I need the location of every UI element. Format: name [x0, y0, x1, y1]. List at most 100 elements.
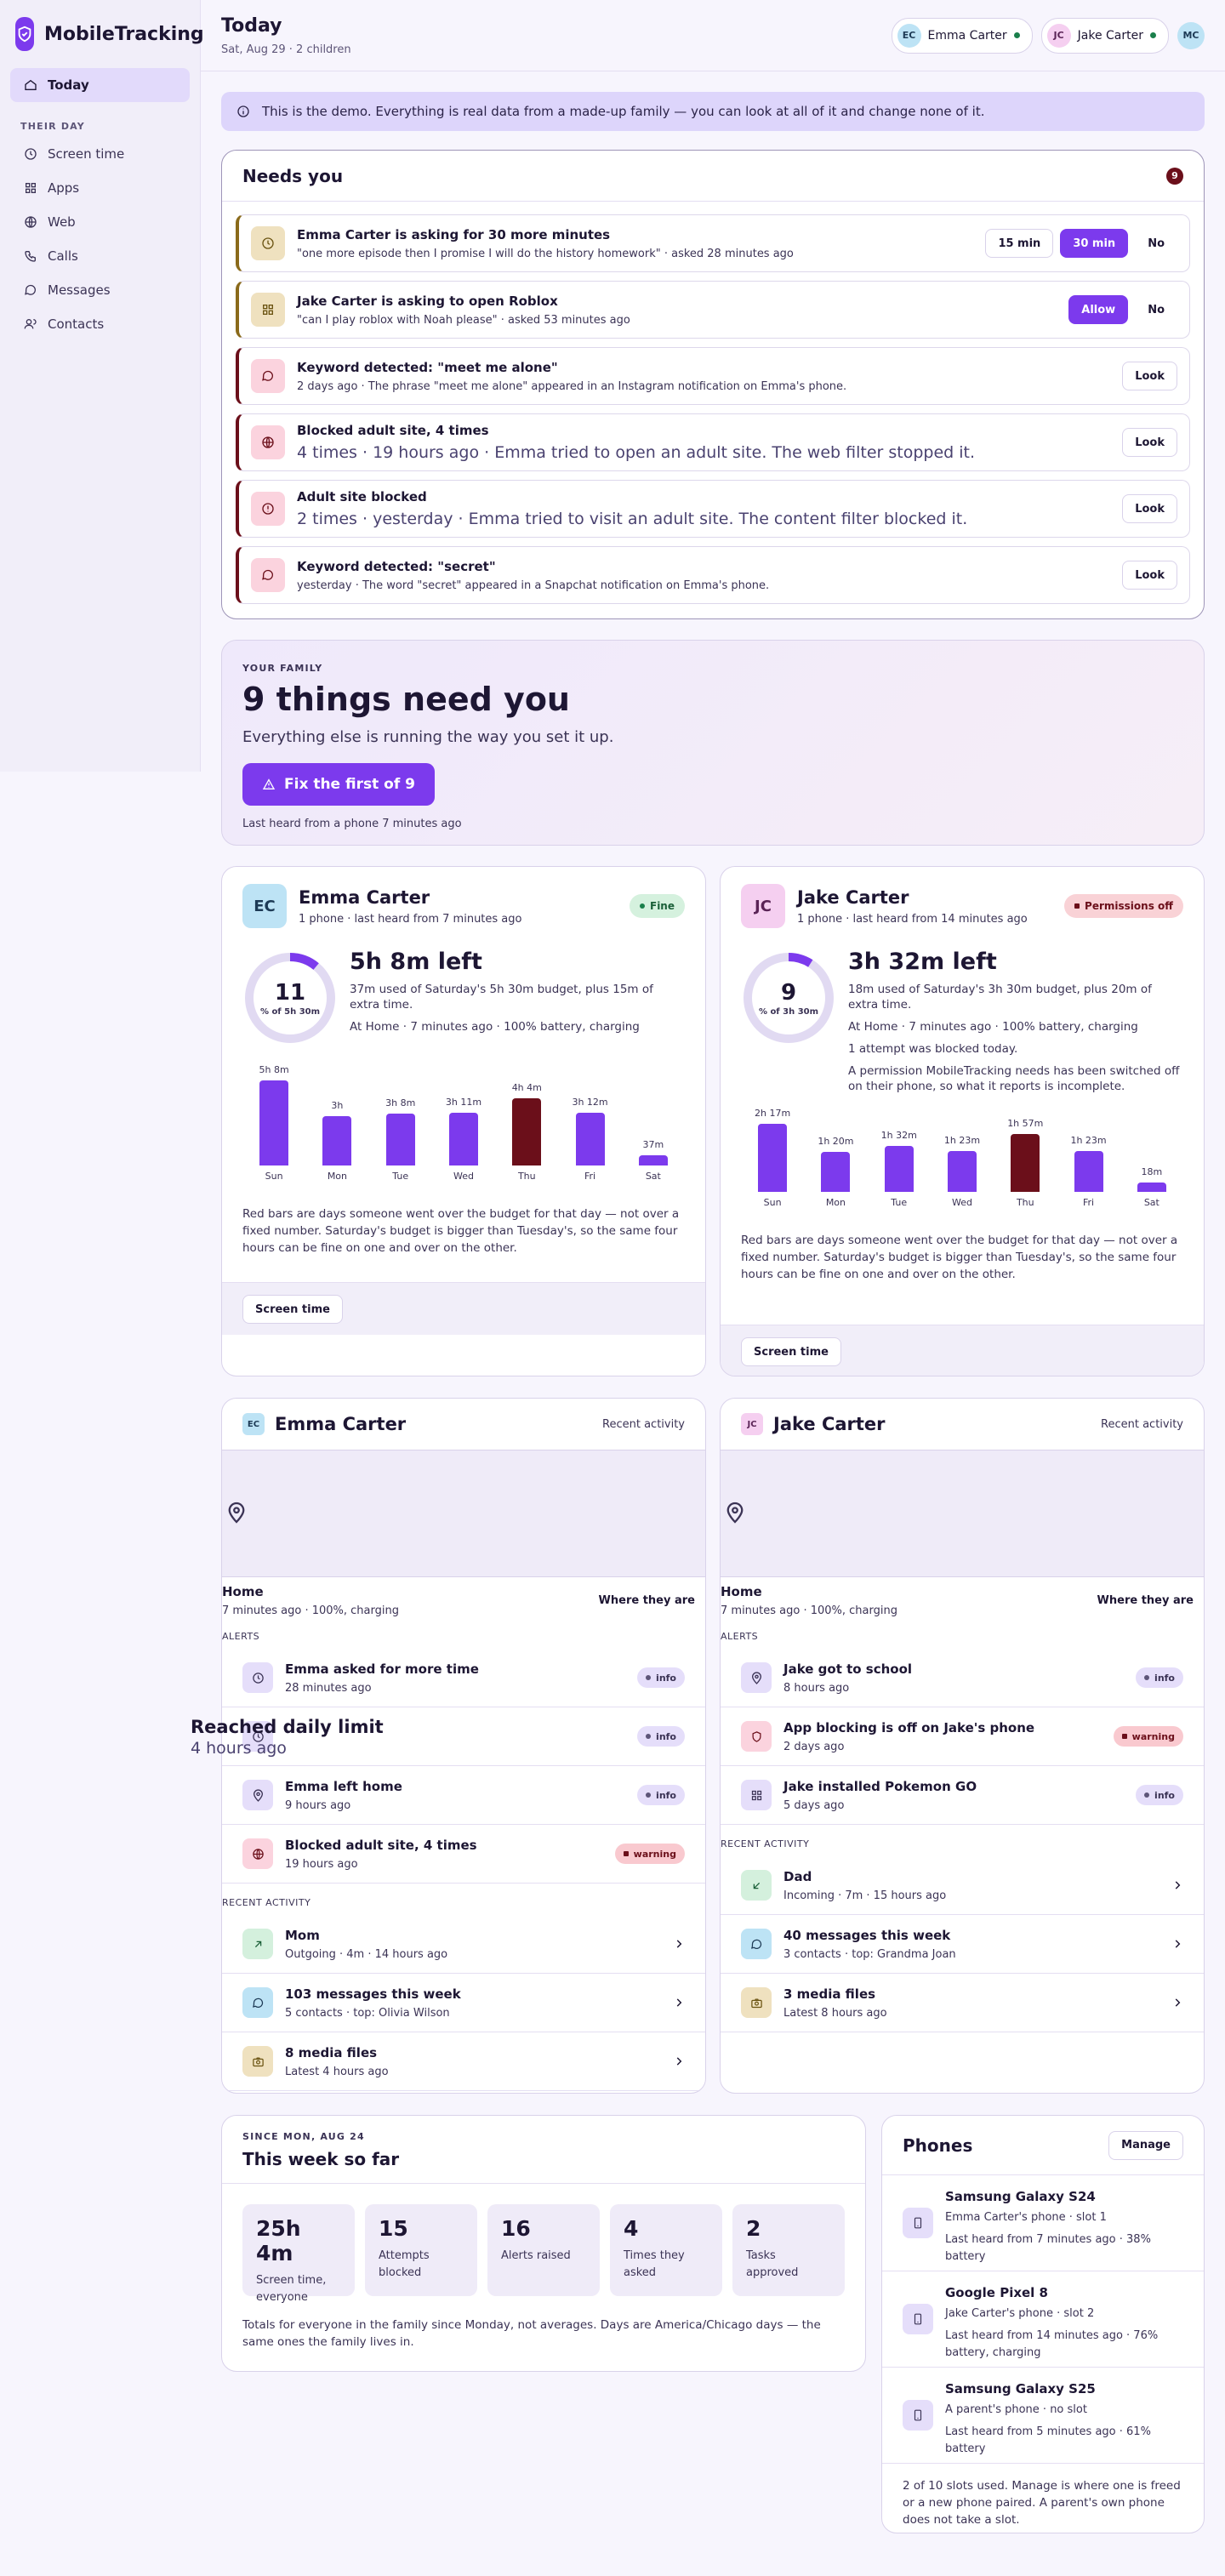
- activity-row[interactable]: 40 messages this week 3 contacts · top: G…: [721, 1915, 1204, 1974]
- manage-button[interactable]: Manage: [1108, 2130, 1183, 2160]
- deny-button[interactable]: No: [1135, 229, 1177, 258]
- alert-row[interactable]: App blocking is off on Jake's phone 2 day…: [721, 1707, 1204, 1766]
- bar-column-tue[interactable]: 1h 32m Tue: [874, 1130, 925, 1208]
- bar-column-thu[interactable]: 1h 57m Thu: [1000, 1118, 1051, 1208]
- topbar: Today Sat, Aug 29 · 2 children EC Emma C…: [201, 0, 1225, 71]
- sidebar-item-contacts[interactable]: Contacts: [10, 307, 190, 341]
- phone-row[interactable]: Google Pixel 8 Jake Carter's phone · slot…: [882, 2271, 1204, 2368]
- bar-day-label: Tue: [891, 1197, 908, 1208]
- bar-column-sat[interactable]: 37m Sat: [628, 1139, 679, 1182]
- request-title: Jake Carter is asking to open Roblox: [297, 293, 558, 309]
- bar-column-sun[interactable]: 5h 8m Sun: [248, 1064, 299, 1182]
- bar-column-sat[interactable]: 18m Sat: [1126, 1166, 1177, 1208]
- bar-column-thu[interactable]: 4h 4m Thu: [501, 1082, 552, 1182]
- hero-footer: Last heard from a phone 7 minutes ago: [242, 818, 462, 830]
- phone-row[interactable]: Samsung Galaxy S24 Emma Carter's phone · …: [882, 2175, 1204, 2271]
- where-they-are-link[interactable]: Where they are: [598, 1594, 695, 1607]
- info-line: At Home · 7 minutes ago · 100% battery, …: [848, 1020, 1138, 1034]
- level-label: warning: [633, 1848, 676, 1860]
- location-map[interactable]: [721, 1450, 1204, 1577]
- sidebar-item-apps[interactable]: Apps: [10, 171, 190, 205]
- level-badge: info: [1136, 1667, 1183, 1688]
- stat-tile: 2 Tasks approved: [732, 2204, 845, 2296]
- look-button[interactable]: Look: [1122, 428, 1177, 457]
- deny-button[interactable]: No: [1135, 295, 1177, 324]
- alert-title: Keyword detected: "secret": [297, 558, 496, 574]
- bar-day-label: Fri: [1083, 1197, 1095, 1208]
- section-label: ALERTS: [721, 1631, 759, 1642]
- child-chip-emma[interactable]: EC Emma Carter: [891, 17, 1033, 54]
- time-left: 5h 8m left: [350, 949, 482, 975]
- status-badge: Fine: [630, 894, 685, 918]
- user-avatar[interactable]: MC: [1177, 21, 1205, 49]
- activity-row[interactable]: Dad Incoming · 7m · 15 hours ago: [721, 1856, 1204, 1915]
- row-sub: Incoming · 7m · 15 hours ago: [783, 1889, 947, 1902]
- alert-row[interactable]: Emma asked for more time 28 minutes ago i…: [222, 1649, 705, 1707]
- bar-column-wed[interactable]: 1h 23m Wed: [937, 1135, 988, 1208]
- child-name: Jake Carter: [773, 1414, 886, 1434]
- row-title: Emma asked for more time: [285, 1661, 479, 1677]
- activity-row[interactable]: 8 media files Latest 4 hours ago: [222, 2032, 705, 2091]
- brand[interactable]: MobileTracking: [0, 0, 204, 68]
- look-button[interactable]: Look: [1122, 561, 1177, 590]
- location-map[interactable]: [222, 1450, 705, 1577]
- child-chip-name: Jake Carter: [1077, 28, 1143, 43]
- child-card-jake: JC Jake Carter 1 phone · last heard from…: [720, 866, 1205, 1376]
- sidebar-item-web[interactable]: Web: [10, 205, 190, 239]
- bar-column-tue[interactable]: 3h 8m Tue: [375, 1097, 426, 1182]
- activity-row[interactable]: Mom Outgoing · 4m · 14 hours ago: [222, 1915, 705, 1974]
- stat-value: 4: [624, 2216, 639, 2241]
- alert-row[interactable]: Jake installed Pokemon GO 5 days ago info: [721, 1766, 1204, 1825]
- recent-activity-link[interactable]: Recent activity: [602, 1417, 685, 1431]
- section-label: RECENT ACTIVITY: [222, 1897, 311, 1908]
- bar-column-fri[interactable]: 3h 12m Fri: [565, 1097, 616, 1182]
- bar-column-fri[interactable]: 1h 23m Fri: [1063, 1135, 1114, 1208]
- alert-row[interactable]: info: [222, 1707, 705, 1766]
- bar-column-wed[interactable]: 3h 11m Wed: [438, 1097, 489, 1182]
- info-line: A permission MobileTracking needs has be…: [848, 1064, 1180, 1093]
- alert-sub: 2 times · yesterday · Emma tried to visi…: [297, 510, 968, 528]
- look-button[interactable]: Look: [1122, 494, 1177, 523]
- time-left: 3h 32m left: [848, 949, 997, 975]
- screen-time-button[interactable]: Screen time: [242, 1295, 343, 1324]
- smartphone-icon: [903, 2208, 933, 2238]
- alert-row[interactable]: Blocked adult site, 4 times 19 hours ago …: [222, 1825, 705, 1884]
- alert-row[interactable]: Jake got to school 8 hours ago info: [721, 1649, 1204, 1707]
- sidebar-item-label: Contacts: [48, 316, 105, 332]
- child-chip-jake[interactable]: JC Jake Carter: [1040, 17, 1169, 54]
- bar: [948, 1151, 977, 1192]
- activity-row[interactable]: 3 media files Latest 8 hours ago: [721, 1974, 1204, 2032]
- bar-column-sun[interactable]: 2h 17m Sun: [747, 1108, 798, 1208]
- allow-button[interactable]: Allow: [1068, 295, 1129, 324]
- phone-row[interactable]: Samsung Galaxy S25 A parent's phone · no …: [882, 2368, 1204, 2464]
- chevron-right-icon: [676, 1998, 682, 2007]
- grant-15-min-button[interactable]: 15 min: [985, 229, 1054, 258]
- globe-icon: [242, 1838, 273, 1869]
- alert-sub: 4 times · 19 hours ago · Emma tried to o…: [297, 443, 976, 462]
- stat-tile: 16 Alerts raised: [487, 2204, 600, 2296]
- look-button[interactable]: Look: [1122, 362, 1177, 390]
- message-bubble-icon: [251, 558, 285, 592]
- sidebar-item-calls[interactable]: Calls: [10, 239, 190, 273]
- contacts-icon: [24, 319, 37, 329]
- screen-time-button[interactable]: Screen time: [741, 1337, 841, 1366]
- sidebar-item-messages[interactable]: Messages: [10, 273, 190, 307]
- alert-row[interactable]: Emma left home 9 hours ago info: [222, 1766, 705, 1825]
- stat-label: Tasks approved: [746, 2249, 799, 2279]
- grant-30-min-button[interactable]: 30 min: [1060, 229, 1129, 258]
- row-title: 3 media files: [783, 1986, 876, 2002]
- sidebar-item-screen-time[interactable]: Screen time: [10, 137, 190, 171]
- sidebar-item-today[interactable]: Today: [10, 68, 190, 102]
- recent-activity-link[interactable]: Recent activity: [1101, 1417, 1183, 1431]
- bar-column-mon[interactable]: 1h 20m Mon: [810, 1136, 861, 1208]
- budget-ring: 11% of 5h 30m: [242, 950, 338, 1046]
- where-they-are-link[interactable]: Where they are: [1097, 1594, 1194, 1607]
- location-name: Home: [222, 1584, 264, 1599]
- bar-column-mon[interactable]: 3h Mon: [311, 1100, 362, 1182]
- child-name: Emma Carter: [275, 1414, 407, 1434]
- bar-day-label: Sun: [265, 1171, 283, 1182]
- activity-row[interactable]: 103 messages this week 5 contacts · top: …: [222, 1974, 705, 2032]
- family-summary-hero: YOUR FAMILY 9 things need you Everything…: [221, 640, 1205, 846]
- row-title: Mom: [285, 1927, 320, 1943]
- fix-first-button[interactable]: Fix the first of 9: [242, 763, 435, 806]
